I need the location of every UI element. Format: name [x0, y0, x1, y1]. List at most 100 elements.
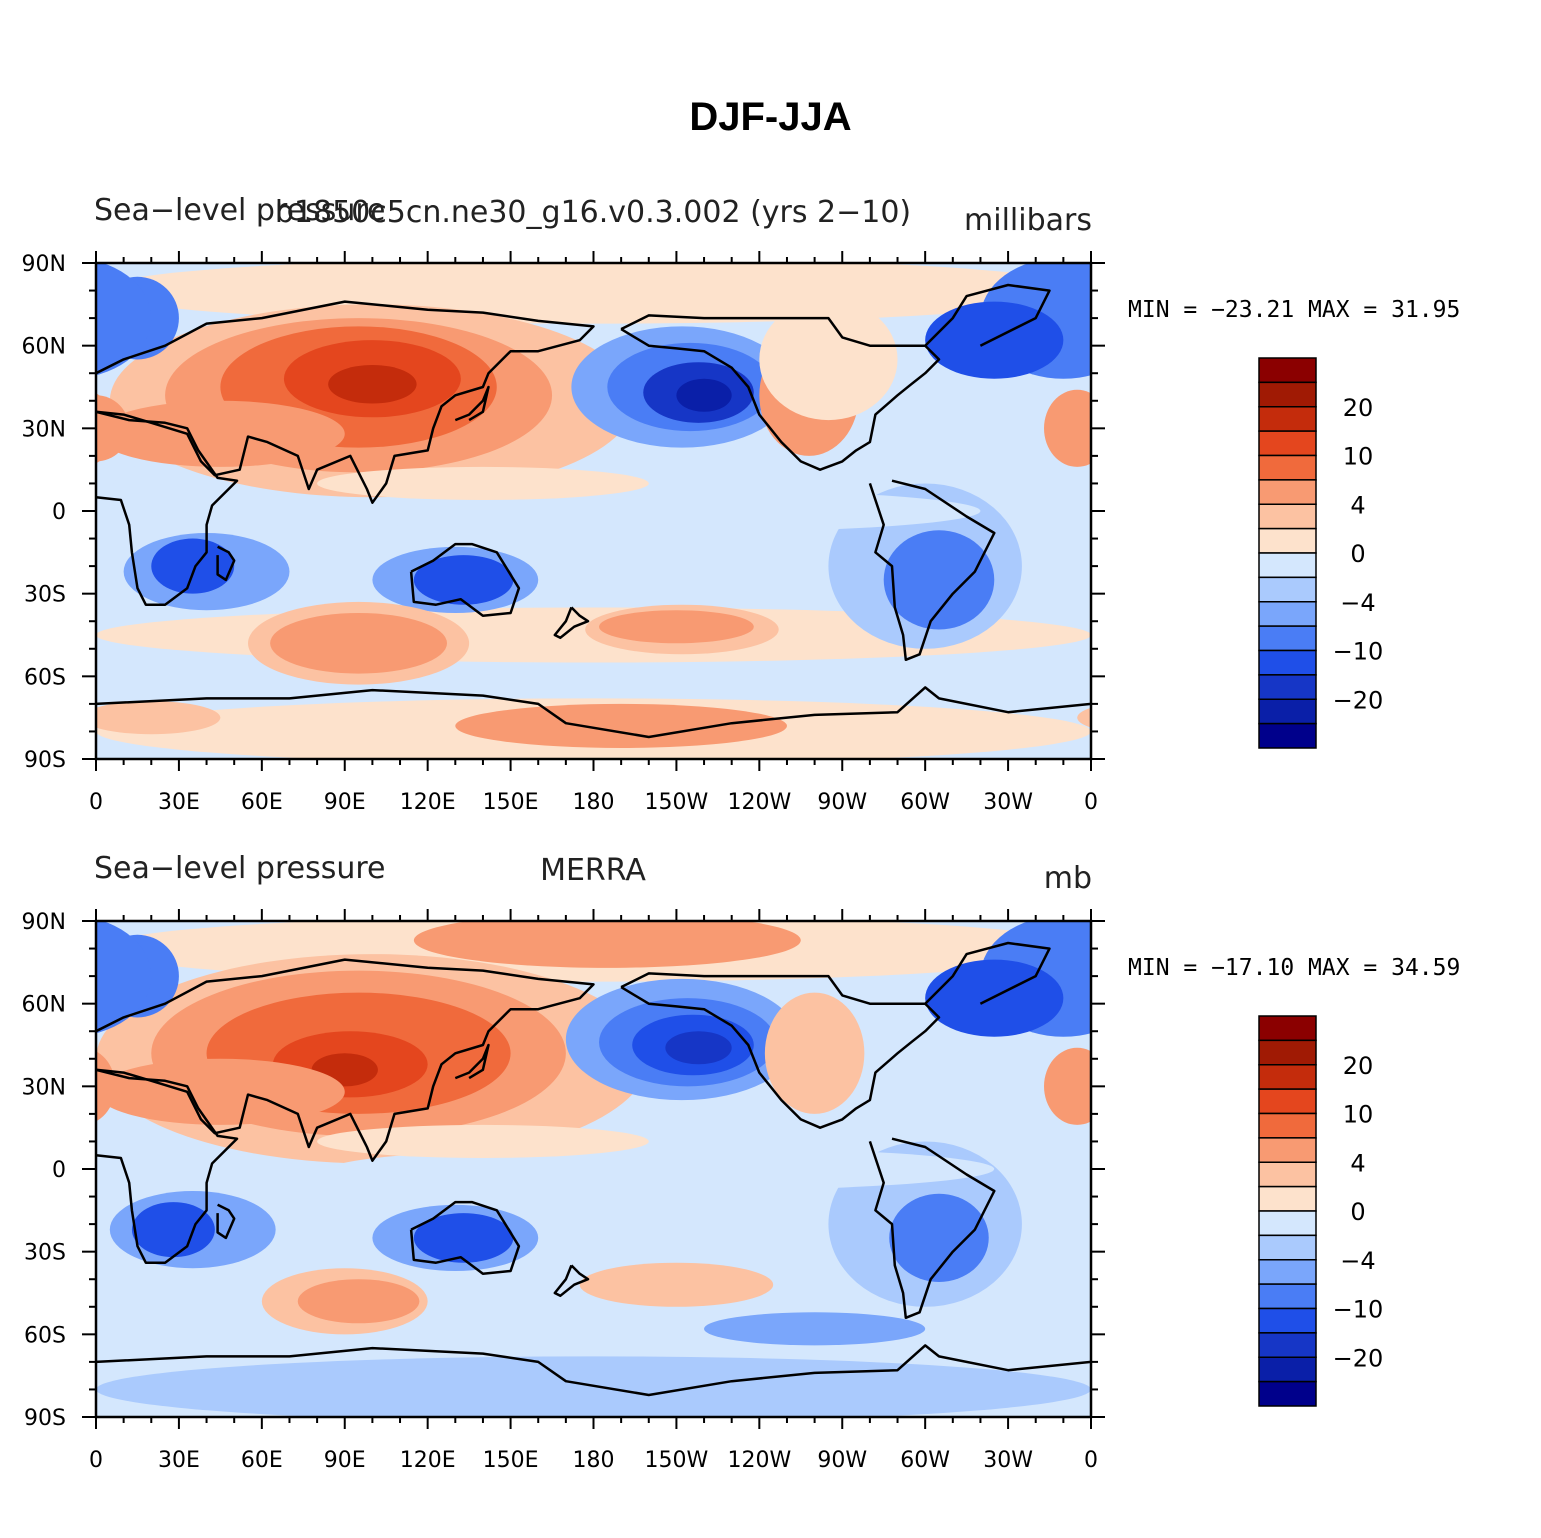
- anomaly-contour: [413, 921, 801, 968]
- colorbar-box: [1258, 722, 1317, 749]
- coastline: [620, 972, 941, 1129]
- colorbar-box: [1258, 479, 1317, 505]
- x-tick-label: 120E: [400, 1448, 456, 1473]
- colorbar-box: [1258, 1137, 1317, 1163]
- colorbar-label: −10: [1333, 638, 1384, 666]
- anomaly-contour: [96, 1356, 1091, 1417]
- colorbar-label: −10: [1333, 1296, 1384, 1324]
- x-tick-label: 120W: [727, 790, 791, 815]
- y-tick-label: 30N: [22, 1075, 66, 1100]
- anomaly-contour: [96, 263, 1091, 324]
- pressure-anomaly-field: [96, 921, 1091, 1417]
- y-tick-label: 90S: [24, 1406, 66, 1431]
- colorbar-box: [1258, 430, 1317, 457]
- colorbar-box: [1258, 1161, 1317, 1188]
- x-tick-label: 150E: [483, 1448, 539, 1473]
- colorbar-box: [1258, 1332, 1317, 1358]
- colorbar-box: [1258, 1356, 1317, 1383]
- x-tick-label: 150W: [645, 790, 709, 815]
- panel-left-label: Sea−level pressure: [94, 851, 385, 886]
- colorbar-box: [1258, 1307, 1317, 1334]
- pressure-anomaly-field: [96, 263, 1091, 759]
- colorbar-label: 0: [1350, 1198, 1365, 1226]
- colorbar-box: [1258, 1015, 1317, 1042]
- colorbar-box: [1258, 1088, 1317, 1115]
- colorbar-label: 10: [1343, 443, 1374, 471]
- colorbar: 20 10 4 0 −4 −10 −20: [1258, 1015, 1384, 1407]
- colorbar-box: [1258, 1210, 1317, 1237]
- coastline: [868, 479, 996, 662]
- anomaly-contour: [889, 1193, 989, 1282]
- colorbar-label: 20: [1343, 394, 1374, 422]
- colorbar-box: [1258, 527, 1317, 554]
- y-tick-label: 60N: [22, 335, 66, 360]
- anomaly-contour: [704, 1312, 926, 1346]
- anomaly-contour: [665, 1031, 732, 1065]
- colorbar-box: [1258, 1064, 1317, 1090]
- anomaly-contour: [151, 538, 235, 594]
- coastline: [96, 958, 595, 1162]
- coastlines: [96, 283, 1091, 739]
- x-tick-label: 30W: [983, 790, 1033, 815]
- y-tick-label: 60S: [24, 1323, 66, 1348]
- x-tick-label: 90E: [324, 790, 366, 815]
- x-tick-label: 180: [573, 790, 615, 815]
- coastline: [96, 686, 1091, 739]
- x-tick-label: 150E: [483, 790, 539, 815]
- coastline: [924, 941, 1051, 1005]
- anomaly-contour: [131, 1202, 215, 1258]
- coastline: [553, 1264, 590, 1298]
- anomaly-contour: [96, 263, 152, 376]
- y-tick-label: 60N: [22, 993, 66, 1018]
- panel-left-label: Sea−level pressure: [94, 193, 385, 228]
- x-tick-label: 60W: [900, 1448, 950, 1473]
- anomaly-contour: [96, 1058, 345, 1125]
- panel-center-label: b1850c5cn.ne30_g16.v0.3.002 (yrs 2−10): [275, 195, 911, 230]
- anomaly-contour: [96, 701, 221, 735]
- anomaly-contour: [1044, 1047, 1091, 1125]
- coastline: [409, 1200, 521, 1275]
- x-tick-label: 0: [1084, 1448, 1098, 1473]
- x-tick-label: 0: [89, 1448, 103, 1473]
- y-tick-label: 90N: [22, 252, 66, 277]
- colorbar-box: [1258, 1185, 1317, 1212]
- coastline: [96, 1068, 239, 1264]
- x-tick-label: 90E: [324, 1448, 366, 1473]
- coastline: [409, 542, 521, 617]
- colorbar: 20 10 4 0 −4 −10 −20: [1258, 357, 1384, 749]
- colorbar-label: −4: [1340, 589, 1375, 617]
- x-tick-label: 120W: [727, 1448, 791, 1473]
- x-tick-label: 60E: [241, 1448, 283, 1473]
- y-tick-label: 60S: [24, 665, 66, 690]
- colorbar-label: −20: [1333, 686, 1384, 714]
- anomaly-contour: [96, 393, 116, 464]
- anomaly-contour: [764, 992, 865, 1114]
- x-tick-label: 0: [89, 790, 103, 815]
- colorbar-box: [1258, 1259, 1317, 1285]
- y-tick-label: 30N: [22, 417, 66, 442]
- colorbar-box: [1258, 503, 1317, 530]
- anomaly-contour: [96, 1051, 116, 1122]
- colorbar-box: [1258, 357, 1317, 384]
- anomaly-contour: [96, 921, 152, 1034]
- colorbar-label: −20: [1333, 1344, 1384, 1372]
- anomaly-contour: [883, 530, 995, 630]
- y-tick-label: 30S: [24, 583, 66, 608]
- colorbar-label: 20: [1343, 1052, 1374, 1080]
- coastline: [553, 606, 590, 640]
- x-tick-label: 30E: [158, 1448, 200, 1473]
- coastline: [216, 1203, 236, 1240]
- anomaly-contour: [330, 1146, 995, 1192]
- colorbar-box: [1258, 1283, 1317, 1310]
- anomaly-contour: [328, 364, 417, 404]
- y-tick-label: 90S: [24, 748, 66, 773]
- x-tick-label: 30W: [983, 1448, 1033, 1473]
- anomaly-contour: [579, 1262, 774, 1307]
- x-tick-label: 0: [1084, 790, 1098, 815]
- anomaly-contour: [1044, 389, 1091, 467]
- colorbar-label: 4: [1350, 491, 1365, 519]
- anomaly-contour: [599, 610, 754, 644]
- colorbar-box: [1258, 552, 1317, 579]
- coastline: [96, 300, 595, 504]
